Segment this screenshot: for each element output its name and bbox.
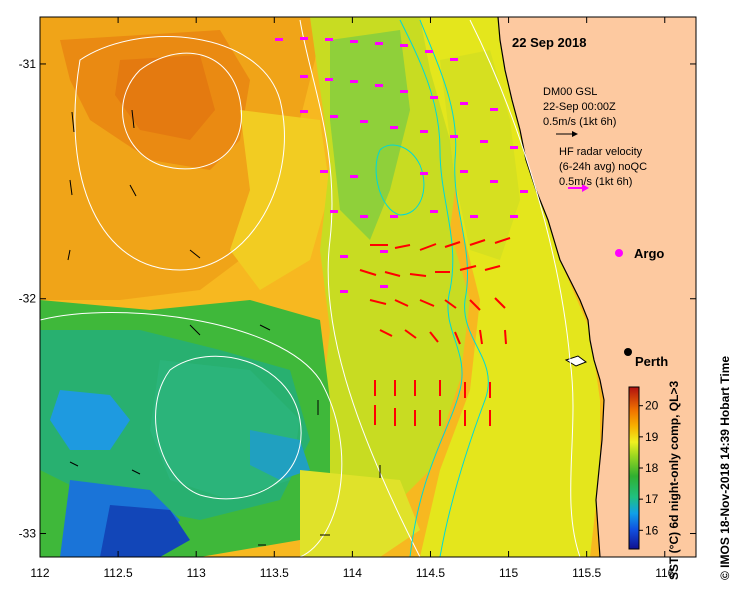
- radar-legend-line1: HF radar velocity: [559, 146, 643, 158]
- gsl-legend-line1: DM00 GSL: [543, 86, 597, 98]
- x-axis: 112 112.5 113 113.5 114 114.5 115 115.5 116: [30, 17, 675, 580]
- gsl-legend-line3: 0.5m/s (1kt 6h): [543, 116, 616, 128]
- x-tick-label: 114: [343, 566, 362, 580]
- x-tick-label: 115.5: [572, 566, 601, 580]
- x-tick-label: 115: [499, 566, 518, 580]
- plot-frame: [39, 16, 697, 558]
- y-tick-label: -33: [19, 527, 37, 541]
- city-label: Perth: [635, 354, 668, 369]
- hf-radar-arrows: [359, 237, 511, 426]
- sst-field: [40, 17, 696, 557]
- y-axis: -31 -32 -33: [19, 57, 696, 541]
- colorbar: [628, 386, 640, 550]
- argo-marker: [615, 249, 623, 257]
- argo-label: Argo: [634, 246, 664, 261]
- colorbar-tick-label: 16: [645, 523, 659, 537]
- y-tick-label: -32: [19, 292, 37, 306]
- perth-marker: [624, 348, 632, 356]
- x-tick-label: 113.5: [260, 566, 289, 580]
- x-tick-label: 112.5: [104, 566, 133, 580]
- colorbar-tick-label: 19: [645, 430, 659, 444]
- gsl-arrows: [275, 37, 528, 293]
- colorbar-tick-label: 17: [645, 492, 659, 506]
- gsl-legend-line2: 22-Sep 00:00Z: [543, 101, 616, 113]
- colorbar-ticks: 16 17 18 19 20: [639, 399, 659, 537]
- colorbar-tick-label: 18: [645, 461, 659, 475]
- radar-legend-line2: (6-24h avg) noQC: [559, 161, 647, 173]
- x-tick-label: 113: [187, 566, 206, 580]
- radar-legend-line3: 0.5m/s (1kt 6h): [559, 176, 632, 188]
- credit-label: © IMOS 18-Nov-2018 14:39 Hobart Time: [718, 356, 732, 580]
- x-tick-label: 114.5: [416, 566, 445, 580]
- model-current-arrows: [67, 109, 381, 546]
- date-label: 22 Sep 2018: [512, 35, 586, 50]
- y-tick-label: -31: [19, 57, 37, 71]
- x-tick-label: 116: [655, 566, 674, 580]
- x-tick-label: 112: [30, 566, 49, 580]
- colorbar-label: SST (°C) 6d night-only comp, QL>3: [667, 381, 681, 580]
- colorbar-tick-label: 20: [645, 399, 659, 413]
